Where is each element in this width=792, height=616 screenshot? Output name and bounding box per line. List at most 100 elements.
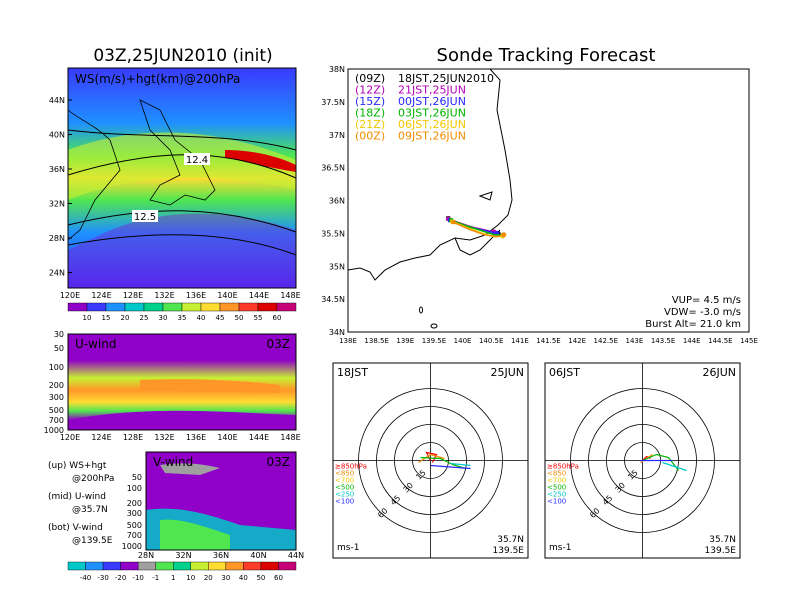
u-max [140,379,280,393]
hodo-level: <500 [547,484,566,492]
track-lon-label: 142.5E [594,337,618,345]
hodo-level: <100 [547,498,566,506]
track-lon-label: 144E [683,337,701,345]
u-x-label: 144E [249,433,269,442]
hodo-trace [450,462,471,467]
track-lon-label: 144.5E [708,337,732,345]
hodo-level: <250 [335,491,354,499]
lon-tick-label: 124E [91,291,111,300]
contour-label: 12.5 [134,212,156,223]
track-lat-label: 37N [329,131,345,140]
burst-alt: Burst Alt= 21.0 km [645,319,741,330]
v-x-label: 36N [213,551,229,560]
uv-colorbar-label: -30 [97,574,108,582]
track-lon-label: 139E [396,337,414,345]
main-title: Sonde Tracking Forecast [437,45,656,66]
colorbar-label: 60 [273,314,282,322]
track-lon-label: 138E [339,337,357,345]
uv-colorbar-label: 50 [256,574,265,582]
colorbar-swatch [124,302,145,312]
hodo-level: <100 [335,498,354,506]
hodo-unit: ms-1 [337,543,359,553]
hodo-trace [420,456,466,470]
colorbar-label: 40 [197,314,206,322]
colorbar-label: 15 [102,314,111,322]
v-gray [160,463,220,475]
uv-colorbar-label: 30 [221,574,230,582]
hodo-lon: 139.5E [705,546,737,556]
vdw: VDW= -3.0 m/s [664,307,741,318]
note-bot-a: (bot) V-wind [48,523,103,533]
legend-code: (09Z) [355,72,385,85]
legend-code: (21Z) [355,118,385,131]
uv-colorbar-swatch [208,561,227,571]
lon-tick-label: 144E [249,291,269,300]
u-y-label: 700 [49,416,64,425]
hodo-date: 25JUN [490,366,524,379]
colorbar-swatch [105,302,126,312]
uv-colorbar-swatch [85,561,104,571]
lat-tick-label: 24N [49,269,65,278]
u-y-label: 500 [49,406,64,415]
colorbar-swatch [276,302,297,312]
v-frame [145,451,297,551]
uv-colorbar-swatch [260,561,279,571]
note-up-a: (up) WS+hgt [48,461,107,471]
colorbar-label: 35 [178,314,187,322]
uv-colorbar-swatch [67,561,86,571]
u-y-label: 100 [49,363,64,372]
hodo-lon: 139.5E [493,546,525,556]
track-lon-label: 138.5E [364,337,388,345]
coastline [454,229,501,256]
colorbar-swatch [162,302,183,312]
track-lon-label: 145E [740,337,758,345]
colorbar-label: 30 [159,314,168,322]
contour [67,210,297,233]
track-lat-label: 36.5N [321,164,345,173]
colorbar-swatch [181,302,202,312]
uv-colorbar-label: 60 [274,574,283,582]
ws-panel-label: WS(m/s)+hgt(km)@200hPa [75,72,240,86]
uv-colorbar-swatch [137,561,156,571]
track-lon-label: 141E [511,337,529,345]
low-ws [68,213,296,288]
u-x-label: 128E [123,433,143,442]
contour [67,234,297,256]
v-y-label: 200 [127,499,142,508]
note-mid-b: @35.7N [72,505,108,515]
u-y-label: 1000 [44,426,64,435]
lon-tick-label: 140E [217,291,237,300]
track-lat-label: 38N [329,65,345,74]
colorbar-swatch [67,302,88,312]
uv-colorbar-label: -1 [152,574,159,582]
colorbar-swatch [238,302,259,312]
note-bot-b: @139.5E [72,536,113,546]
legend-text: 21JST,25JUN [398,84,466,97]
u-y-label: 30 [54,330,64,339]
hodo-level: <250 [547,491,566,499]
track-lat-label: 35.5N [321,229,345,238]
uv-colorbar-label: -40 [80,574,91,582]
hodo-level: ≥850hPa [335,463,367,471]
uv-colorbar-swatch [190,561,209,571]
track-lon-label: 139.5E [422,337,446,345]
colorbar-label: 20 [121,314,130,322]
lat-tick-label: 40N [49,131,65,140]
legend-code: (00Z) [355,130,385,143]
v-y-label: 50 [132,473,142,482]
uv-colorbar-swatch [102,561,121,571]
lon-tick-label: 132E [154,291,174,300]
track-line [450,219,503,237]
jet-max [225,150,296,172]
hodo-level: <700 [335,477,354,485]
u-y-label: 200 [49,381,64,390]
u-x-label: 148E [280,433,300,442]
colorbar-swatch [200,302,221,312]
hodo-level: <850 [547,470,566,478]
track-lat-label: 36N [329,197,345,206]
launch-marker [451,220,456,225]
contour-label-box [184,153,210,165]
uv-colorbar-swatch [120,561,139,571]
